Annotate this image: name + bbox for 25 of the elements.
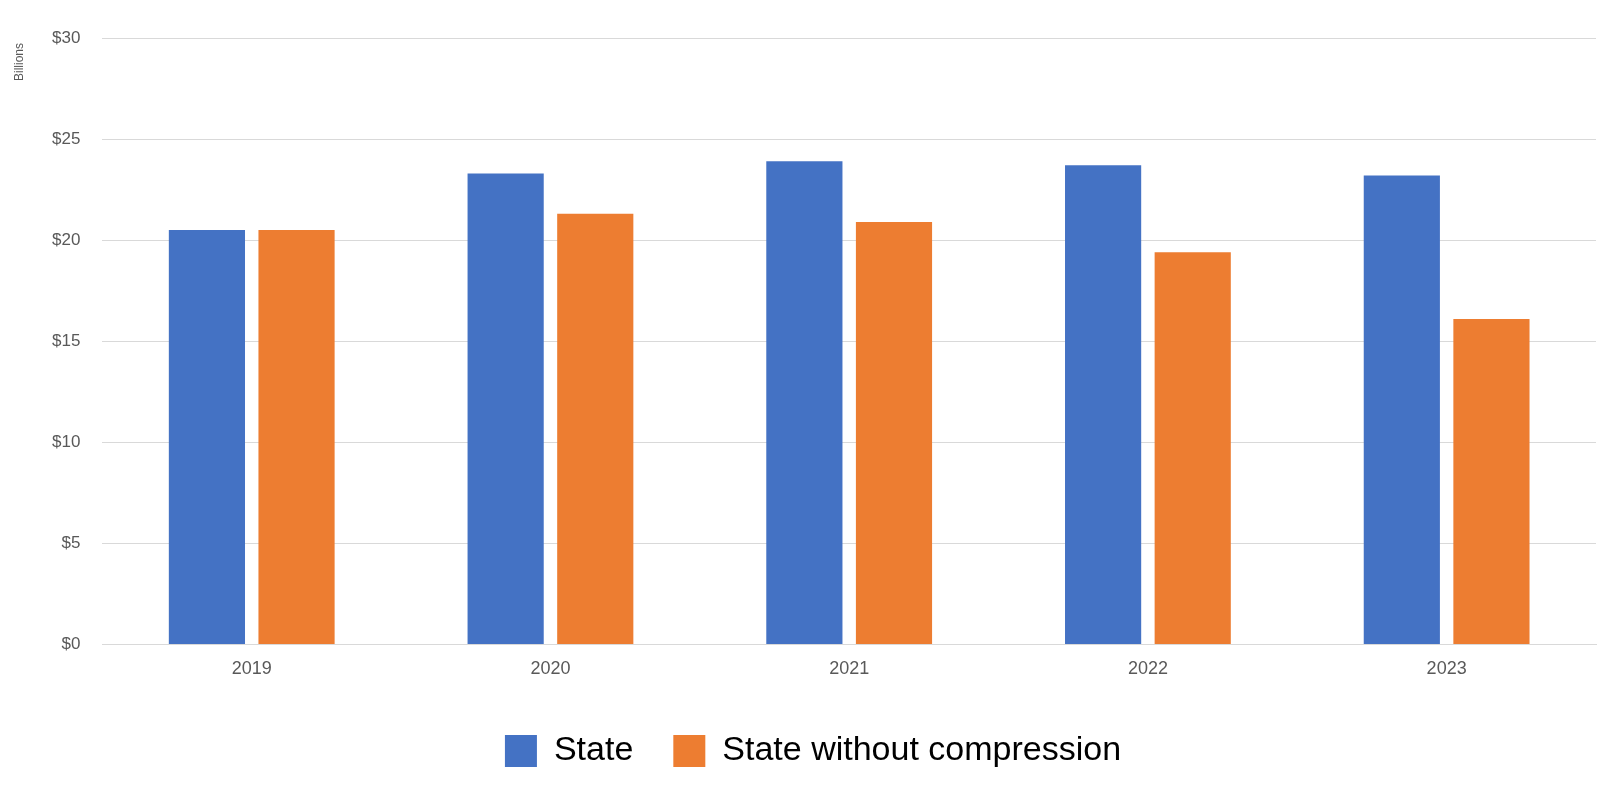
y-tick-label: $25 bbox=[51, 128, 81, 148]
bar bbox=[258, 230, 335, 644]
bar bbox=[168, 230, 246, 644]
bar bbox=[855, 221, 933, 644]
y-tick-label: $30 bbox=[51, 27, 81, 47]
x-tick-label: 2022 bbox=[1127, 658, 1168, 679]
x-tick-label: 2023 bbox=[1426, 658, 1467, 679]
y-axis-title: Billions bbox=[12, 43, 27, 82]
bar bbox=[766, 161, 843, 644]
legend-label: State bbox=[553, 729, 634, 768]
y-tick-label: $10 bbox=[51, 431, 81, 451]
y-tick-label: $5 bbox=[61, 533, 81, 553]
y-tick-label: $20 bbox=[51, 229, 81, 249]
legend-label: State without compression bbox=[722, 729, 1122, 768]
bar bbox=[1363, 175, 1440, 644]
y-tick-label: $0 bbox=[61, 634, 81, 654]
x-tick-label: 2021 bbox=[829, 658, 870, 679]
bar bbox=[1065, 165, 1142, 644]
bar bbox=[557, 213, 634, 644]
bar bbox=[1154, 252, 1231, 644]
bar bbox=[467, 173, 544, 644]
x-tick-label: 2020 bbox=[530, 658, 571, 679]
bar bbox=[1453, 318, 1530, 644]
y-tick-label: $15 bbox=[51, 330, 81, 350]
x-tick-label: 2019 bbox=[231, 658, 272, 679]
